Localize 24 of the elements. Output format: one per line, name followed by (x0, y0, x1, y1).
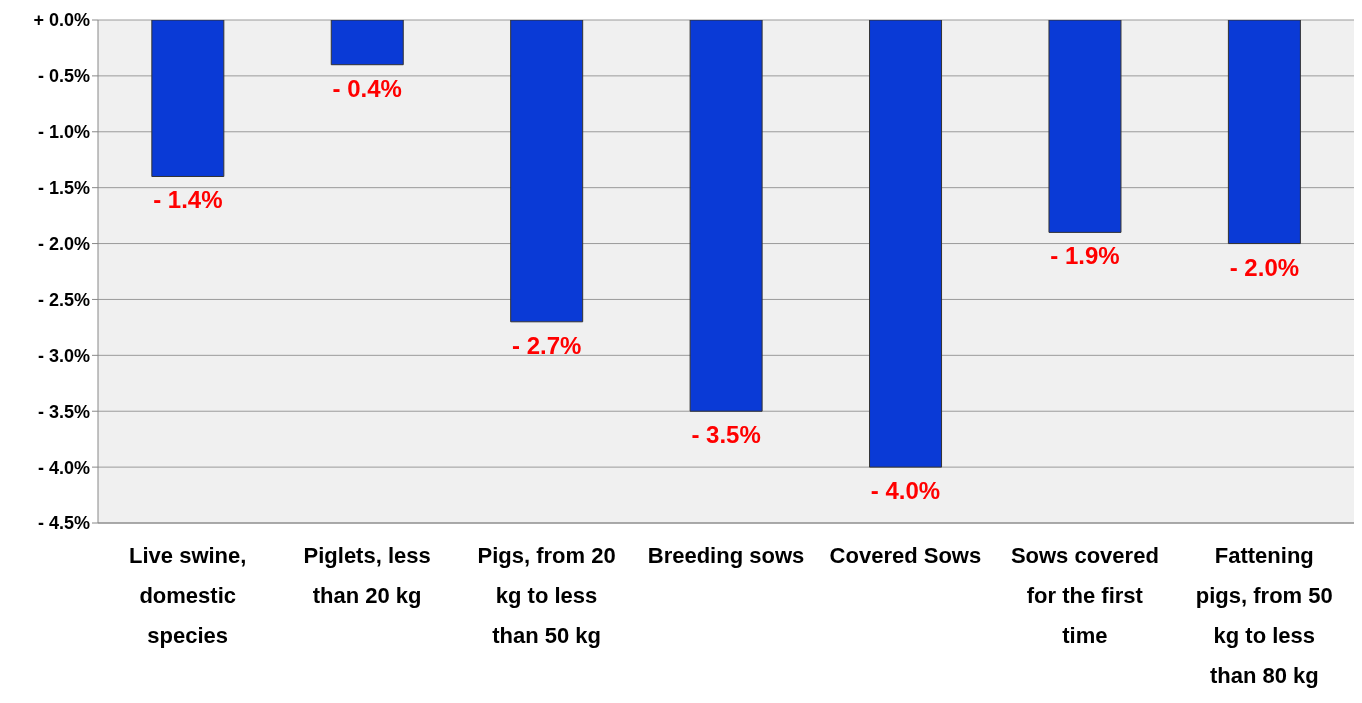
x-tick-label: Fattening pigs, from 50 kg to less than 80 kg (1195, 543, 1333, 688)
y-tick-label: - 1.0% (37, 122, 90, 143)
y-tick-label: - 0.5% (37, 66, 90, 87)
y-tick-label: - 3.5% (37, 401, 90, 422)
data-label: - 2.7% (512, 331, 582, 359)
y-tick-label: - 2.0% (37, 233, 90, 254)
y-tick-label: - 3.0% (37, 345, 90, 366)
x-tick-label: Piglets, less than 20 kg (303, 543, 431, 608)
y-tick-label: - 4.5% (37, 513, 90, 534)
data-label: - 0.4% (332, 74, 402, 102)
data-label: - 4.0% (870, 477, 941, 505)
data-label: - 1.9% (1050, 242, 1120, 270)
x-tick-label: Covered Sows (829, 543, 982, 568)
y-tick-label: - 4.0% (37, 457, 90, 478)
x-tick-label: Breeding sows (647, 543, 805, 568)
y-tick-label: + 0.0% (33, 10, 90, 31)
data-label: - 3.5% (691, 421, 761, 449)
x-tick-label: Live swine, domestic species (129, 543, 247, 648)
data-label: - 1.4% (153, 186, 223, 214)
x-tick-label: Pigs, from 20 kg to less than 50 kg (477, 543, 616, 648)
y-tick-label: - 1.5% (37, 178, 90, 199)
y-tick-label: - 2.5% (37, 289, 90, 310)
data-label: - 2.0% (1229, 253, 1300, 281)
x-tick-label: Sows covered for the first time (1010, 543, 1159, 648)
